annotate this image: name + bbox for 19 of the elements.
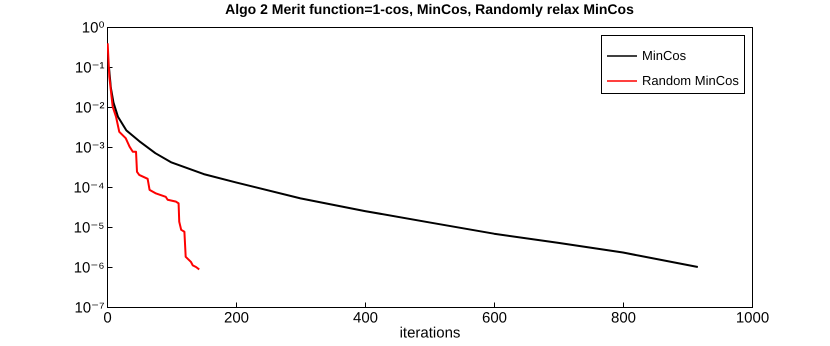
y-tick-label: 10⁻⁴ <box>73 180 104 196</box>
x-axis-title: iterations <box>400 324 460 342</box>
chart-title: Algo 2 Merit function=1-cos, MinCos, Randomly relax MinCos <box>225 1 634 17</box>
y-tick-label: 10⁻³ <box>74 140 104 156</box>
x-tick-label: 600 <box>482 310 508 326</box>
y-tick-label: 10⁰ <box>82 20 104 36</box>
x-tick-label: 0 <box>103 310 112 326</box>
legend-label: MinCos <box>642 48 687 63</box>
line-series <box>107 42 200 270</box>
legend-label: Random MinCos <box>642 73 740 88</box>
y-tick-label: 10⁻⁵ <box>74 220 104 236</box>
x-tick-label: 1000 <box>736 310 770 326</box>
x-tick-label: 800 <box>610 310 636 326</box>
y-tick-label: 10⁻⁶ <box>74 260 104 276</box>
y-tick-label: 10⁻² <box>74 100 104 116</box>
y-tick-label: 10⁻⁷ <box>74 300 104 316</box>
x-tick-label: 200 <box>224 310 250 326</box>
y-tick-label: 10⁻¹ <box>74 60 104 76</box>
x-tick-label: 400 <box>352 310 378 326</box>
